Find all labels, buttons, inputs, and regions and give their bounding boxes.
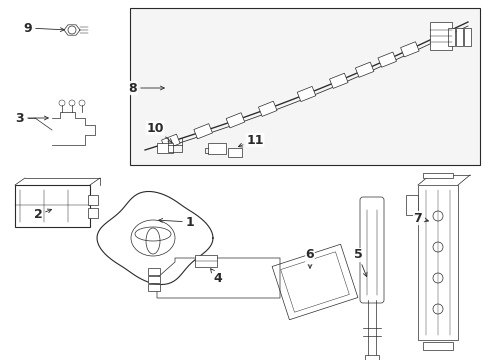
Bar <box>161 134 180 149</box>
Text: 1: 1 <box>159 216 194 229</box>
Bar <box>88 195 98 205</box>
Bar <box>405 195 417 215</box>
FancyBboxPatch shape <box>15 185 90 227</box>
Text: 4: 4 <box>210 269 222 284</box>
Bar <box>447 28 454 46</box>
Text: 8: 8 <box>128 81 164 94</box>
Text: 11: 11 <box>238 134 263 147</box>
Text: 10: 10 <box>146 122 172 143</box>
Bar <box>422 342 452 350</box>
Bar <box>195 255 217 267</box>
Text: 2: 2 <box>34 208 51 221</box>
Bar <box>297 86 315 102</box>
Bar <box>130 8 479 165</box>
Bar <box>148 276 160 283</box>
Text: 5: 5 <box>353 248 366 276</box>
Bar <box>148 284 160 291</box>
Bar <box>463 28 470 46</box>
Bar <box>148 268 160 275</box>
Bar <box>364 355 378 360</box>
FancyBboxPatch shape <box>157 143 173 153</box>
Bar <box>455 28 462 46</box>
Bar <box>429 22 451 50</box>
FancyBboxPatch shape <box>417 185 457 340</box>
Bar <box>227 148 242 157</box>
Bar <box>377 52 396 67</box>
Text: 7: 7 <box>413 211 427 225</box>
Text: 6: 6 <box>305 248 314 268</box>
Bar <box>193 123 212 139</box>
Bar <box>400 42 418 57</box>
Polygon shape <box>97 192 213 284</box>
Bar <box>355 62 373 77</box>
FancyBboxPatch shape <box>359 197 383 303</box>
Bar <box>225 113 244 128</box>
Text: 9: 9 <box>23 22 64 35</box>
Bar <box>258 101 277 116</box>
Text: 3: 3 <box>16 112 48 125</box>
Bar <box>329 73 347 89</box>
Polygon shape <box>157 258 280 298</box>
Bar <box>422 173 452 178</box>
Bar <box>207 143 225 154</box>
Bar <box>88 208 98 218</box>
